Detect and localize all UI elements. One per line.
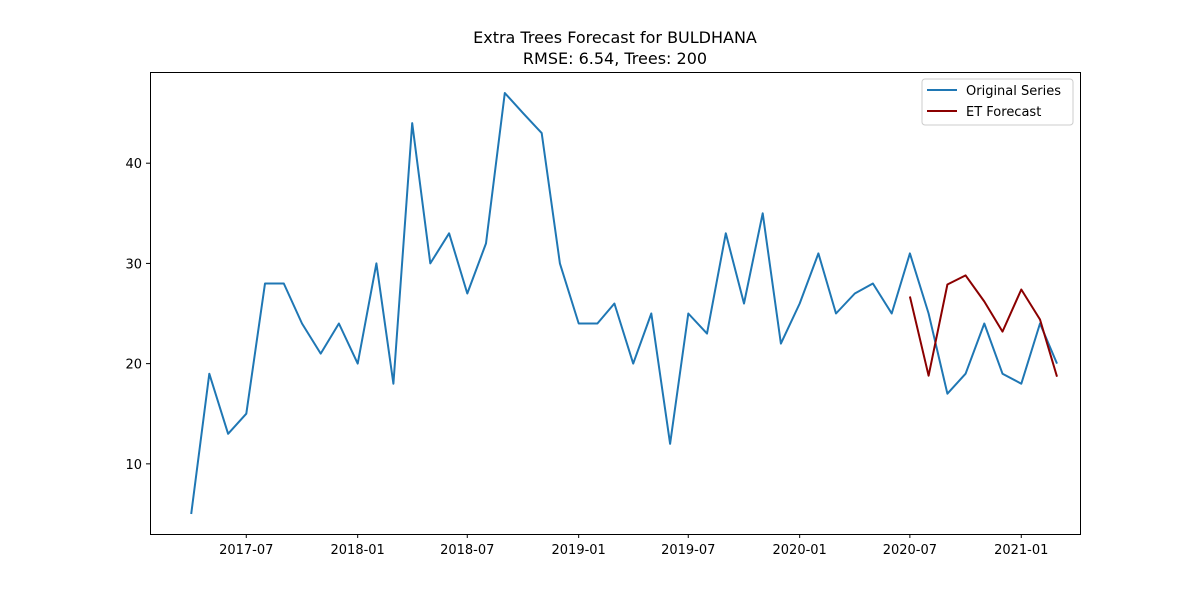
x-tick-label: 2019-07 xyxy=(661,543,715,558)
x-tick-label: 2020-07 xyxy=(883,543,937,558)
chart-title: Extra Trees Forecast for BULDHANA xyxy=(473,28,757,47)
x-tick-label: 2018-07 xyxy=(440,543,494,558)
y-tick-label: 10 xyxy=(125,458,142,473)
legend-box xyxy=(921,78,1074,126)
x-tick-label: 2017-07 xyxy=(219,543,273,558)
series-line-et-forecast xyxy=(908,274,1058,377)
y-tick-label: 40 xyxy=(125,157,142,172)
y-tick-label: 20 xyxy=(125,358,142,373)
chart-subtitle: RMSE: 6.54, Trees: 200 xyxy=(523,49,707,68)
plot-area-frame xyxy=(150,72,1081,535)
series-line-original-series xyxy=(190,92,1058,515)
axis-ticks: 2017-07 2018-01 2018-07 2019-01 2019-07 2020-… xyxy=(125,157,1048,558)
y-tick-label: 30 xyxy=(125,257,142,272)
legend-label-original-series: Original Series xyxy=(966,84,1061,99)
x-tick-label: 2020-01 xyxy=(773,543,827,558)
legend: Original Series ET Forecast xyxy=(921,78,1074,126)
x-tick-label: 2021-01 xyxy=(994,543,1048,558)
x-tick-label: 2018-01 xyxy=(331,543,385,558)
series-layer xyxy=(190,92,1058,515)
x-tick-label: 2019-01 xyxy=(552,543,606,558)
legend-label-et-forecast: ET Forecast xyxy=(966,105,1041,120)
